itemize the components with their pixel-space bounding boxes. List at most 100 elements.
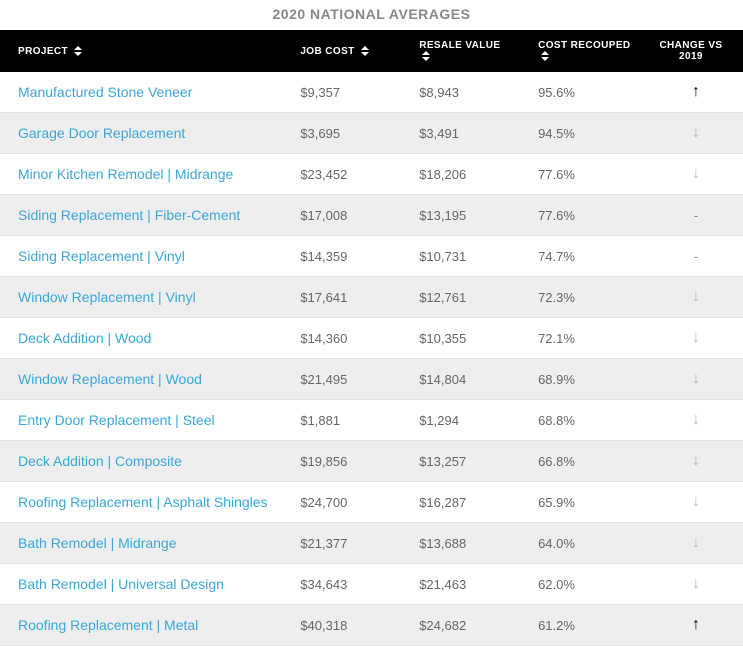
cell-job-cost: $17,641 <box>282 277 401 318</box>
cell-project: Entry Door Replacement | Steel <box>0 400 282 441</box>
cell-resale-value: $10,355 <box>401 318 520 359</box>
project-link[interactable]: Deck Addition | Wood <box>18 330 151 346</box>
cell-project: Deck Addition | Composite <box>0 441 282 482</box>
cell-project: Siding Replacement | Vinyl <box>0 236 282 277</box>
arrow-down-icon: ↓ <box>692 494 700 510</box>
cell-job-cost: $14,359 <box>282 236 401 277</box>
cell-project: Window Replacement | Vinyl <box>0 277 282 318</box>
cell-cost-recouped: 94.5% <box>520 113 639 154</box>
table-row: Window Replacement | Vinyl $17,641$12,761… <box>0 277 743 318</box>
no-change-dash: - <box>694 208 698 223</box>
cell-job-cost: $3,695 <box>282 113 401 154</box>
cell-cost-recouped: 95.6% <box>520 72 639 113</box>
cell-resale-value: $10,731 <box>401 236 520 277</box>
cell-cost-recouped: 74.7% <box>520 236 639 277</box>
cell-project: Deck Addition | Wood <box>0 318 282 359</box>
cell-project: Minor Kitchen Remodel | Midrange <box>0 154 282 195</box>
project-link[interactable]: Roofing Replacement | Metal <box>18 617 198 633</box>
table-row: Garage Door Replacement$3,695$3,49194.5%… <box>0 113 743 154</box>
cell-resale-value: $13,195 <box>401 195 520 236</box>
table-row: Roofing Replacement | Metal $40,318$24,68… <box>0 605 743 646</box>
cell-project: Siding Replacement | Fiber-Cement <box>0 195 282 236</box>
cell-project: Bath Remodel | Universal Design <box>0 564 282 605</box>
sort-icon <box>422 51 430 61</box>
cell-job-cost: $14,360 <box>282 318 401 359</box>
table-row: Entry Door Replacement | Steel$1,881$1,2… <box>0 400 743 441</box>
cell-change: ↓ <box>639 318 743 359</box>
averages-table: PROJECT JOB COST RESALE VALUE COST RECOU… <box>0 30 743 646</box>
cell-job-cost: $21,377 <box>282 523 401 564</box>
cell-resale-value: $18,206 <box>401 154 520 195</box>
sort-icon <box>361 46 369 56</box>
cell-project: Roofing Replacement | Asphalt Shingles <box>0 482 282 523</box>
cell-job-cost: $21,495 <box>282 359 401 400</box>
arrow-down-icon: ↓ <box>692 330 700 346</box>
arrow-up-icon: ↑ <box>692 84 700 100</box>
col-header-cost-recouped[interactable]: COST RECOUPED <box>520 30 639 72</box>
cell-cost-recouped: 68.9% <box>520 359 639 400</box>
table-row: Siding Replacement | Vinyl $14,359$10,731… <box>0 236 743 277</box>
col-header-label: CHANGE VS 2019 <box>659 40 722 62</box>
cell-job-cost: $23,452 <box>282 154 401 195</box>
table-header-row: PROJECT JOB COST RESALE VALUE COST RECOU… <box>0 30 743 72</box>
arrow-up-icon: ↑ <box>692 617 700 633</box>
cell-job-cost: $9,357 <box>282 72 401 113</box>
project-link[interactable]: Deck Addition | Composite <box>18 453 182 469</box>
cell-cost-recouped: 72.3% <box>520 277 639 318</box>
project-link[interactable]: Manufactured Stone Veneer <box>18 84 192 100</box>
cell-cost-recouped: 66.8% <box>520 441 639 482</box>
col-header-change: CHANGE VS 2019 <box>639 30 743 72</box>
cell-resale-value: $13,257 <box>401 441 520 482</box>
sort-icon <box>541 51 549 61</box>
cell-cost-recouped: 68.8% <box>520 400 639 441</box>
table-row: Deck Addition | Composite $19,856$13,2576… <box>0 441 743 482</box>
project-link[interactable]: Garage Door Replacement <box>18 125 185 141</box>
table-row: Minor Kitchen Remodel | Midrange $23,452$… <box>0 154 743 195</box>
cell-job-cost: $19,856 <box>282 441 401 482</box>
project-link[interactable]: Minor Kitchen Remodel | Midrange <box>18 166 233 182</box>
arrow-down-icon: ↓ <box>692 412 700 428</box>
col-header-label: JOB COST <box>300 46 354 57</box>
cell-change: ↓ <box>639 359 743 400</box>
project-link[interactable]: Siding Replacement | Fiber-Cement <box>18 207 240 223</box>
cell-change: ↑ <box>639 605 743 646</box>
col-header-project[interactable]: PROJECT <box>0 30 282 72</box>
cell-change: - <box>639 236 743 277</box>
project-link[interactable]: Entry Door Replacement | Steel <box>18 412 215 428</box>
cell-change: - <box>639 195 743 236</box>
col-header-label: COST RECOUPED <box>538 40 630 51</box>
cell-cost-recouped: 65.9% <box>520 482 639 523</box>
table-title: 2020 NATIONAL AVERAGES <box>0 0 743 30</box>
table-row: Siding Replacement | Fiber-Cement$17,008… <box>0 195 743 236</box>
project-link[interactable]: Bath Remodel | Midrange <box>18 535 177 551</box>
cell-resale-value: $14,804 <box>401 359 520 400</box>
table-row: Bath Remodel | Midrange$21,377$13,68864.… <box>0 523 743 564</box>
cell-resale-value: $12,761 <box>401 277 520 318</box>
project-link[interactable]: Siding Replacement | Vinyl <box>18 248 185 264</box>
col-header-job-cost[interactable]: JOB COST <box>282 30 401 72</box>
arrow-down-icon: ↓ <box>692 453 700 469</box>
col-header-resale-value[interactable]: RESALE VALUE <box>401 30 520 72</box>
arrow-down-icon: ↓ <box>692 166 700 182</box>
cell-resale-value: $16,287 <box>401 482 520 523</box>
table-row: Roofing Replacement | Asphalt Shingles$2… <box>0 482 743 523</box>
table-row: Deck Addition | Wood$14,360$10,35572.1%↓ <box>0 318 743 359</box>
cell-resale-value: $21,463 <box>401 564 520 605</box>
cell-resale-value: $8,943 <box>401 72 520 113</box>
project-link[interactable]: Roofing Replacement | Asphalt Shingles <box>18 494 268 510</box>
project-link[interactable]: Window Replacement | Wood <box>18 371 202 387</box>
project-link[interactable]: Bath Remodel | Universal Design <box>18 576 224 592</box>
arrow-down-icon: ↓ <box>692 371 700 387</box>
cell-resale-value: $13,688 <box>401 523 520 564</box>
cell-job-cost: $34,643 <box>282 564 401 605</box>
table-row: Window Replacement | Wood $21,495$14,8046… <box>0 359 743 400</box>
col-header-label: RESALE VALUE <box>419 40 500 51</box>
cell-change: ↓ <box>639 277 743 318</box>
cell-job-cost: $1,881 <box>282 400 401 441</box>
cell-change: ↓ <box>639 441 743 482</box>
cell-job-cost: $40,318 <box>282 605 401 646</box>
project-link[interactable]: Window Replacement | Vinyl <box>18 289 196 305</box>
cell-cost-recouped: 77.6% <box>520 154 639 195</box>
cell-resale-value: $24,682 <box>401 605 520 646</box>
arrow-down-icon: ↓ <box>692 576 700 592</box>
